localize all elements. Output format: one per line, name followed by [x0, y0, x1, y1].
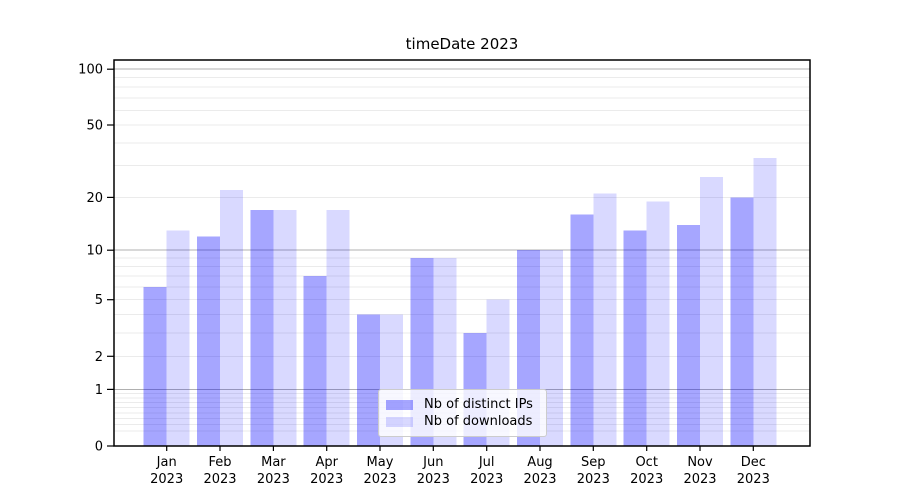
gridlines-minor [114, 77, 810, 432]
x-tick-label: Oct 2023 [630, 455, 663, 487]
y-tick-label: 20 [86, 191, 103, 206]
x-tick-label: Apr 2023 [310, 455, 343, 487]
legend-item-downloads: Nb of downloads [386, 413, 538, 430]
x-tick-label: Mar 2023 [257, 455, 290, 487]
bar-distinct-ips-8 [570, 214, 594, 446]
y-axis: 0 1 2 5 10 20 50 100 [78, 63, 114, 455]
bar-distinct-ips-2 [250, 210, 274, 446]
x-axis: Jan 2023 Feb 2023 Mar 2023 Apr 2023 May 2023 Jun 20… [150, 446, 770, 487]
bar-distinct-ips-1 [197, 236, 220, 446]
legend-label-distinct-ips: Nb of distinct IPs [424, 397, 533, 412]
x-tick-label: May 2023 [363, 455, 396, 487]
chart-title: timeDate 2023 [405, 35, 519, 53]
y-tick-label: 100 [78, 63, 103, 78]
x-tick-label: Sep 2023 [577, 455, 610, 487]
y-tick-label: 1 [95, 383, 103, 398]
legend-swatch-distinct-ips [386, 399, 413, 410]
bar-downloads-11 [753, 158, 777, 446]
bar-distinct-ips-9 [623, 230, 647, 446]
y-tick-label: 0 [95, 440, 103, 455]
x-tick-label: Feb 2023 [203, 455, 236, 487]
y-tick-label: 10 [86, 244, 103, 259]
legend-swatch-downloads [386, 416, 413, 427]
legend-label-downloads: Nb of downloads [424, 414, 533, 429]
bar-downloads-9 [646, 201, 670, 446]
x-tick-label: Dec 2023 [737, 455, 770, 487]
legend: Nb of distinct IPs Nb of downloads [378, 389, 547, 437]
bar-downloads-3 [326, 210, 350, 446]
y-tick-label: 50 [86, 119, 103, 134]
bar-downloads-8 [593, 193, 617, 446]
bar-distinct-ips-0 [143, 287, 167, 446]
bar-distinct-ips-3 [303, 276, 327, 446]
y-tick-label: 2 [95, 350, 103, 365]
x-tick-label: Jul 2023 [470, 455, 503, 487]
x-tick-label: Nov 2023 [683, 455, 716, 487]
bar-downloads-2 [273, 210, 297, 446]
bar-distinct-ips-4 [357, 314, 380, 446]
bar-distinct-ips-11 [730, 197, 754, 446]
plot-border [113, 59, 811, 447]
y-tick-label: 5 [95, 293, 103, 308]
bars-downloads [166, 158, 777, 446]
x-tick-label: Jun 2023 [417, 455, 450, 487]
legend-item-distinct-ips: Nb of distinct IPs [386, 396, 538, 413]
bar-downloads-0 [166, 230, 190, 446]
bars-distinct-ips [143, 197, 754, 446]
x-tick-label: Aug 2023 [523, 455, 556, 487]
x-tick-label: Jan 2023 [150, 455, 183, 487]
bar-distinct-ips-10 [677, 224, 700, 446]
bar-downloads-1 [220, 190, 243, 446]
bar-downloads-10 [700, 176, 723, 446]
